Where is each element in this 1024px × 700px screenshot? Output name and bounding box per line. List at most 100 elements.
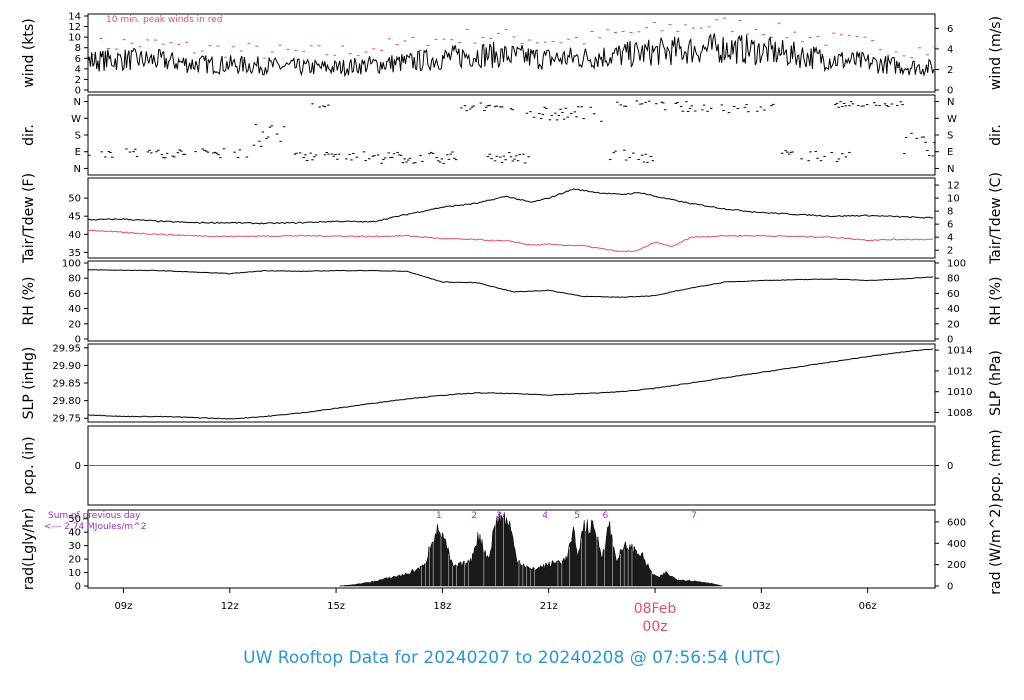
pcp-ytick-label-right: 0 [947, 461, 953, 472]
temp-ytick-label-left: 50 [68, 194, 81, 205]
pcp-ytick-label-left: 0 [75, 461, 81, 472]
date-label-hour: 00z [642, 619, 667, 635]
rad-ytick-label-right: 0 [947, 582, 953, 593]
panel-rad: rad(Lgly/hr) rad (W/m^2) 0 10 20 30 40 50 0 200 40… [21, 503, 1004, 594]
sum-note-line1: Sum of previous day [48, 511, 141, 521]
temp-series-1 [88, 188, 934, 225]
x-tick-label: 06z [859, 601, 877, 612]
rh-frame [87, 260, 936, 342]
temp-series-2 [87, 229, 934, 253]
slp-ylabel-right: SLP (hPa) [988, 350, 1004, 416]
rh-ytick-label-right: 0 [947, 335, 953, 346]
x-tick-label: 21z [540, 601, 558, 612]
slp-ylabel-left: SLP (inHg) [21, 347, 37, 420]
dir-ytick-label-right: S [947, 131, 953, 142]
panel-temp: Tair/Tdew (F) Tair/Tdew (C) 35 40 45 50 2 4 6 8 10… [21, 172, 1004, 265]
rh-ytick-label-right: 40 [947, 304, 960, 315]
rad-frame [87, 509, 936, 589]
slp-ytick-label-left: 29.95 [52, 343, 81, 354]
rh-series-1 [87, 269, 934, 298]
temp-ytick-label-right: 10 [947, 194, 960, 205]
wind-ytick-label-left: 2 [75, 75, 81, 86]
slp-series-1 [87, 348, 934, 420]
rh-ylabel-right: RH (%) [988, 277, 1004, 326]
peak-note: 10 min. peak winds in red [106, 15, 223, 25]
dir-ylabel-left: dir. [21, 124, 37, 146]
rh-ytick-label-left: 80 [68, 274, 81, 285]
dir-ylabel-right: dir. [988, 124, 1004, 146]
wind-ylabel-left: wind (kts) [21, 18, 37, 87]
temp-ytick-label-right: 12 [947, 181, 960, 192]
rh-ytick-label-right: 80 [947, 274, 960, 285]
date-label: 08Feb [634, 601, 677, 617]
wind-ytick-label-left: 10 [68, 33, 81, 44]
rad-ytick-label-left: 20 [68, 555, 81, 566]
dir-frame [87, 94, 936, 176]
rad-marker-6: 6 [603, 511, 609, 521]
sum-note-line2: <--- 2.74 MJoules/m^2 [44, 522, 146, 532]
x-tick-label: 03z [752, 601, 770, 612]
wind-ytick-label-left: 14 [68, 12, 81, 23]
temp-ytick-label-left: 40 [68, 230, 81, 241]
dir-ytick-label-left: S [75, 131, 81, 142]
rad-ytick-label-left: 0 [75, 582, 81, 593]
rad-ylabel-left: rad(Lgly/hr) [21, 508, 37, 590]
x-tick-label: 18z [433, 601, 451, 612]
rh-ytick-label-left: 20 [68, 319, 81, 330]
temp-ylabel-left: Tair/Tdew (F) [21, 173, 37, 264]
wind-mean-series [87, 33, 935, 78]
temp-frame [87, 177, 936, 259]
wind-ytick-label-right: 4 [947, 44, 953, 55]
rad-ylabel-right: rad (W/m^2) [988, 503, 1004, 594]
x-axis: 09z 12z 15z 18z 21z 03z 06z [114, 588, 877, 612]
slp-frame [87, 343, 936, 423]
dir-ytick-label-right: N [947, 97, 954, 108]
pcp-ylabel-right: pcp. (mm) [988, 429, 1004, 502]
temp-ytick-label-right: 4 [947, 233, 953, 244]
rh-ylabel-left: RH (%) [21, 277, 37, 326]
slp-ytick-label-left: 29.75 [52, 414, 81, 425]
wind-ytick-label-left: 0 [75, 86, 81, 97]
panel-pcp: pcp. (in) pcp. (mm) 0 0 [21, 425, 1004, 506]
dir-ytick-label-left: N [74, 164, 81, 175]
rad-ytick-label-left: 30 [68, 541, 81, 552]
dir-ytick-label-left: N [74, 97, 81, 108]
rad-marker-1: 1 [436, 511, 442, 521]
slp-ytick-label-right: 1008 [947, 408, 972, 419]
rad-ytick-label-left: 40 [68, 528, 81, 539]
temp-ytick-label-left: 35 [68, 248, 81, 259]
wind-ytick-label-right: 6 [947, 24, 953, 35]
rad-marker-4: 4 [542, 511, 548, 521]
rad-ytick-label-left: 50 [68, 514, 81, 525]
slp-ytick-label-left: 29.90 [52, 361, 81, 372]
wind-ylabel-right: wind (m/s) [988, 16, 1004, 90]
rh-ytick-label-right: 60 [947, 289, 960, 300]
wind-frame [87, 13, 936, 93]
temp-ytick-label-right: 8 [947, 207, 953, 218]
wind-ytick-label-left: 6 [75, 54, 81, 65]
rad-marker-3: 3 [496, 511, 502, 521]
x-tick-label: 09z [114, 601, 132, 612]
chart-title: UW Rooftop Data for 20240207 to 20240208… [243, 648, 781, 668]
rad-marker-5: 5 [574, 511, 580, 521]
rh-ytick-label-left: 0 [75, 335, 81, 346]
rad-marker-2: 2 [471, 511, 477, 521]
wind-ytick-label-left: 12 [68, 22, 81, 33]
wind-ytick-label-right: 0 [947, 86, 953, 97]
rh-ytick-label-left: 100 [62, 259, 81, 270]
pcp-ylabel-left: pcp. (in) [21, 436, 37, 494]
rad-series [339, 512, 723, 587]
rad-ytick-label-right: 400 [947, 539, 966, 550]
rh-ytick-label-left: 60 [68, 289, 81, 300]
temp-ytick-label-left: 45 [68, 212, 81, 223]
dir-ytick-label-right: W [947, 114, 957, 125]
rad-marker-7: 7 [691, 511, 697, 521]
wind-ytick-label-left: 8 [75, 43, 81, 54]
x-tick-label: 12z [221, 601, 239, 612]
rad-ytick-label-right: 600 [947, 517, 966, 528]
slp-ytick-label-left: 29.80 [52, 396, 81, 407]
